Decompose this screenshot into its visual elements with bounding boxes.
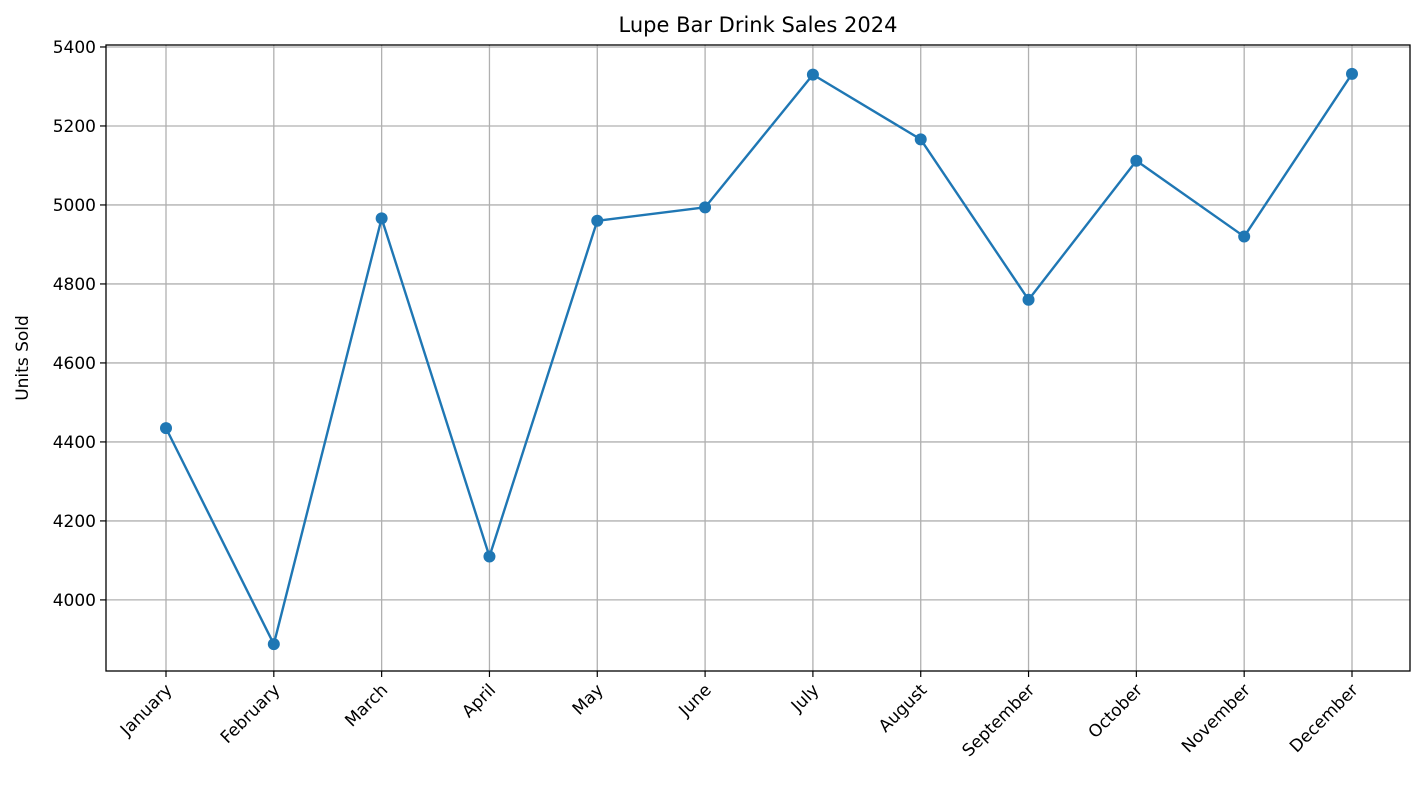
plot-frame xyxy=(105,44,1411,672)
y-axis-label: Units Sold xyxy=(13,315,33,401)
data-point-august xyxy=(914,133,927,146)
y-tick-label: 5000 xyxy=(53,196,96,216)
data-point-december xyxy=(1346,67,1358,80)
y-tick-label: 4400 xyxy=(53,433,96,453)
data-point-march xyxy=(375,212,388,225)
y-axis: 4000 4200 4400 4600 4800 5000 5200 5400 xyxy=(53,38,106,611)
x-axis: January February March April May June July Augu… xyxy=(116,671,1363,761)
data-point-july xyxy=(806,68,819,81)
data-point-february xyxy=(267,638,280,651)
data-point-april xyxy=(483,550,496,563)
x-tick-label: July xyxy=(787,680,823,716)
x-tick-label: January xyxy=(116,680,176,740)
x-tick-label: March xyxy=(341,680,392,731)
y-tick-label: 5400 xyxy=(53,38,96,58)
y-tick-label: 4800 xyxy=(53,275,96,295)
x-tick-label: August xyxy=(875,680,931,736)
series-line xyxy=(164,73,1354,646)
data-point-january xyxy=(160,422,172,435)
x-tick-label: November xyxy=(1178,680,1255,757)
y-tick-label: 4000 xyxy=(53,591,96,611)
data-point-june xyxy=(699,201,712,214)
x-tick-label: May xyxy=(569,680,608,719)
grid xyxy=(106,45,1410,671)
data-point-september xyxy=(1022,293,1035,306)
y-tick-label: 4200 xyxy=(53,512,96,532)
x-tick-label: October xyxy=(1085,680,1147,742)
x-tick-label: February xyxy=(217,680,284,747)
x-tick-label: September xyxy=(958,680,1039,761)
data-point-october xyxy=(1130,154,1143,167)
data-point-november xyxy=(1238,230,1251,243)
y-tick-label: 5200 xyxy=(53,117,96,137)
chart-title: Lupe Bar Drink Sales 2024 xyxy=(619,13,898,37)
series-group xyxy=(160,67,1358,651)
y-tick-label: 4600 xyxy=(53,354,96,374)
x-tick-label: April xyxy=(458,680,500,722)
data-point-may xyxy=(591,214,604,227)
x-tick-label: December xyxy=(1286,680,1362,756)
x-tick-label: June xyxy=(675,680,716,721)
